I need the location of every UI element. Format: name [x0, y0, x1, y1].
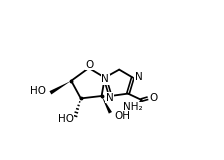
Text: O: O [86, 60, 94, 70]
Text: N: N [135, 72, 142, 82]
Polygon shape [102, 96, 112, 114]
Text: N: N [101, 74, 109, 84]
Text: NH₂: NH₂ [123, 102, 143, 112]
Polygon shape [105, 77, 106, 78]
Text: OH: OH [114, 111, 130, 121]
Text: HO: HO [58, 114, 74, 124]
Text: O: O [150, 93, 158, 103]
Text: N: N [106, 93, 114, 103]
Polygon shape [50, 81, 71, 94]
Polygon shape [105, 76, 106, 79]
Text: HO: HO [30, 86, 46, 96]
